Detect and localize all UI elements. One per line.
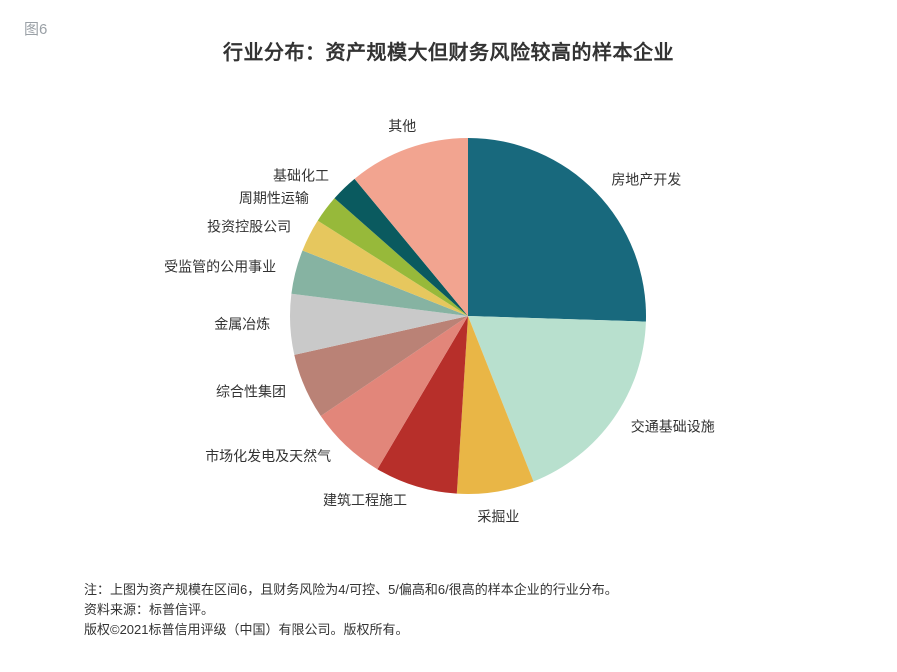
pie-slice-label: 采掘业: [477, 508, 519, 524]
footnote-line: 版权©2021标普信用评级（中国）有限公司。版权所有。: [84, 620, 824, 640]
pie-slice-label: 综合性集团: [216, 384, 286, 400]
pie-slice-label: 其他: [388, 118, 416, 134]
footnote-line: 注：上图为资产规模在区间6，且财务风险为4/可控、5/偏高和6/很高的样本企业的…: [84, 580, 824, 600]
pie-chart: 房地产开发交通基础设施采掘业 建筑工程施工 市场化发电及天然气 综合性集团 金属冶炼 受监…: [0, 80, 897, 552]
footnote-line: 资料来源：标普信评。: [84, 600, 824, 620]
pie-svg: 房地产开发交通基础设施采掘业 建筑工程施工 市场化发电及天然气 综合性集团 金属冶炼 受监…: [0, 80, 897, 552]
chart-title: 行业分布：资产规模大但财务风险较高的样本企业: [0, 36, 897, 65]
pie-slice: [468, 138, 646, 322]
pie-slice-label: 建筑工程施工: [323, 492, 407, 508]
pie-slice-label: 基础化工: [273, 167, 329, 183]
pie-slice-label: 房地产开发: [611, 172, 681, 188]
pie-slice-label: 投资控股公司: [207, 219, 291, 235]
footnotes: 注：上图为资产规模在区间6，且财务风险为4/可控、5/偏高和6/很高的样本企业的…: [84, 580, 824, 640]
pie-slice-label: 市场化发电及天然气: [205, 448, 331, 464]
pie-slice-label: 金属冶炼: [214, 316, 270, 332]
pie-slice-label: 交通基础设施: [631, 418, 715, 434]
pie-slice-label: 受监管的公用事业: [164, 258, 276, 274]
pie-slice-label: 周期性运输: [239, 190, 309, 206]
